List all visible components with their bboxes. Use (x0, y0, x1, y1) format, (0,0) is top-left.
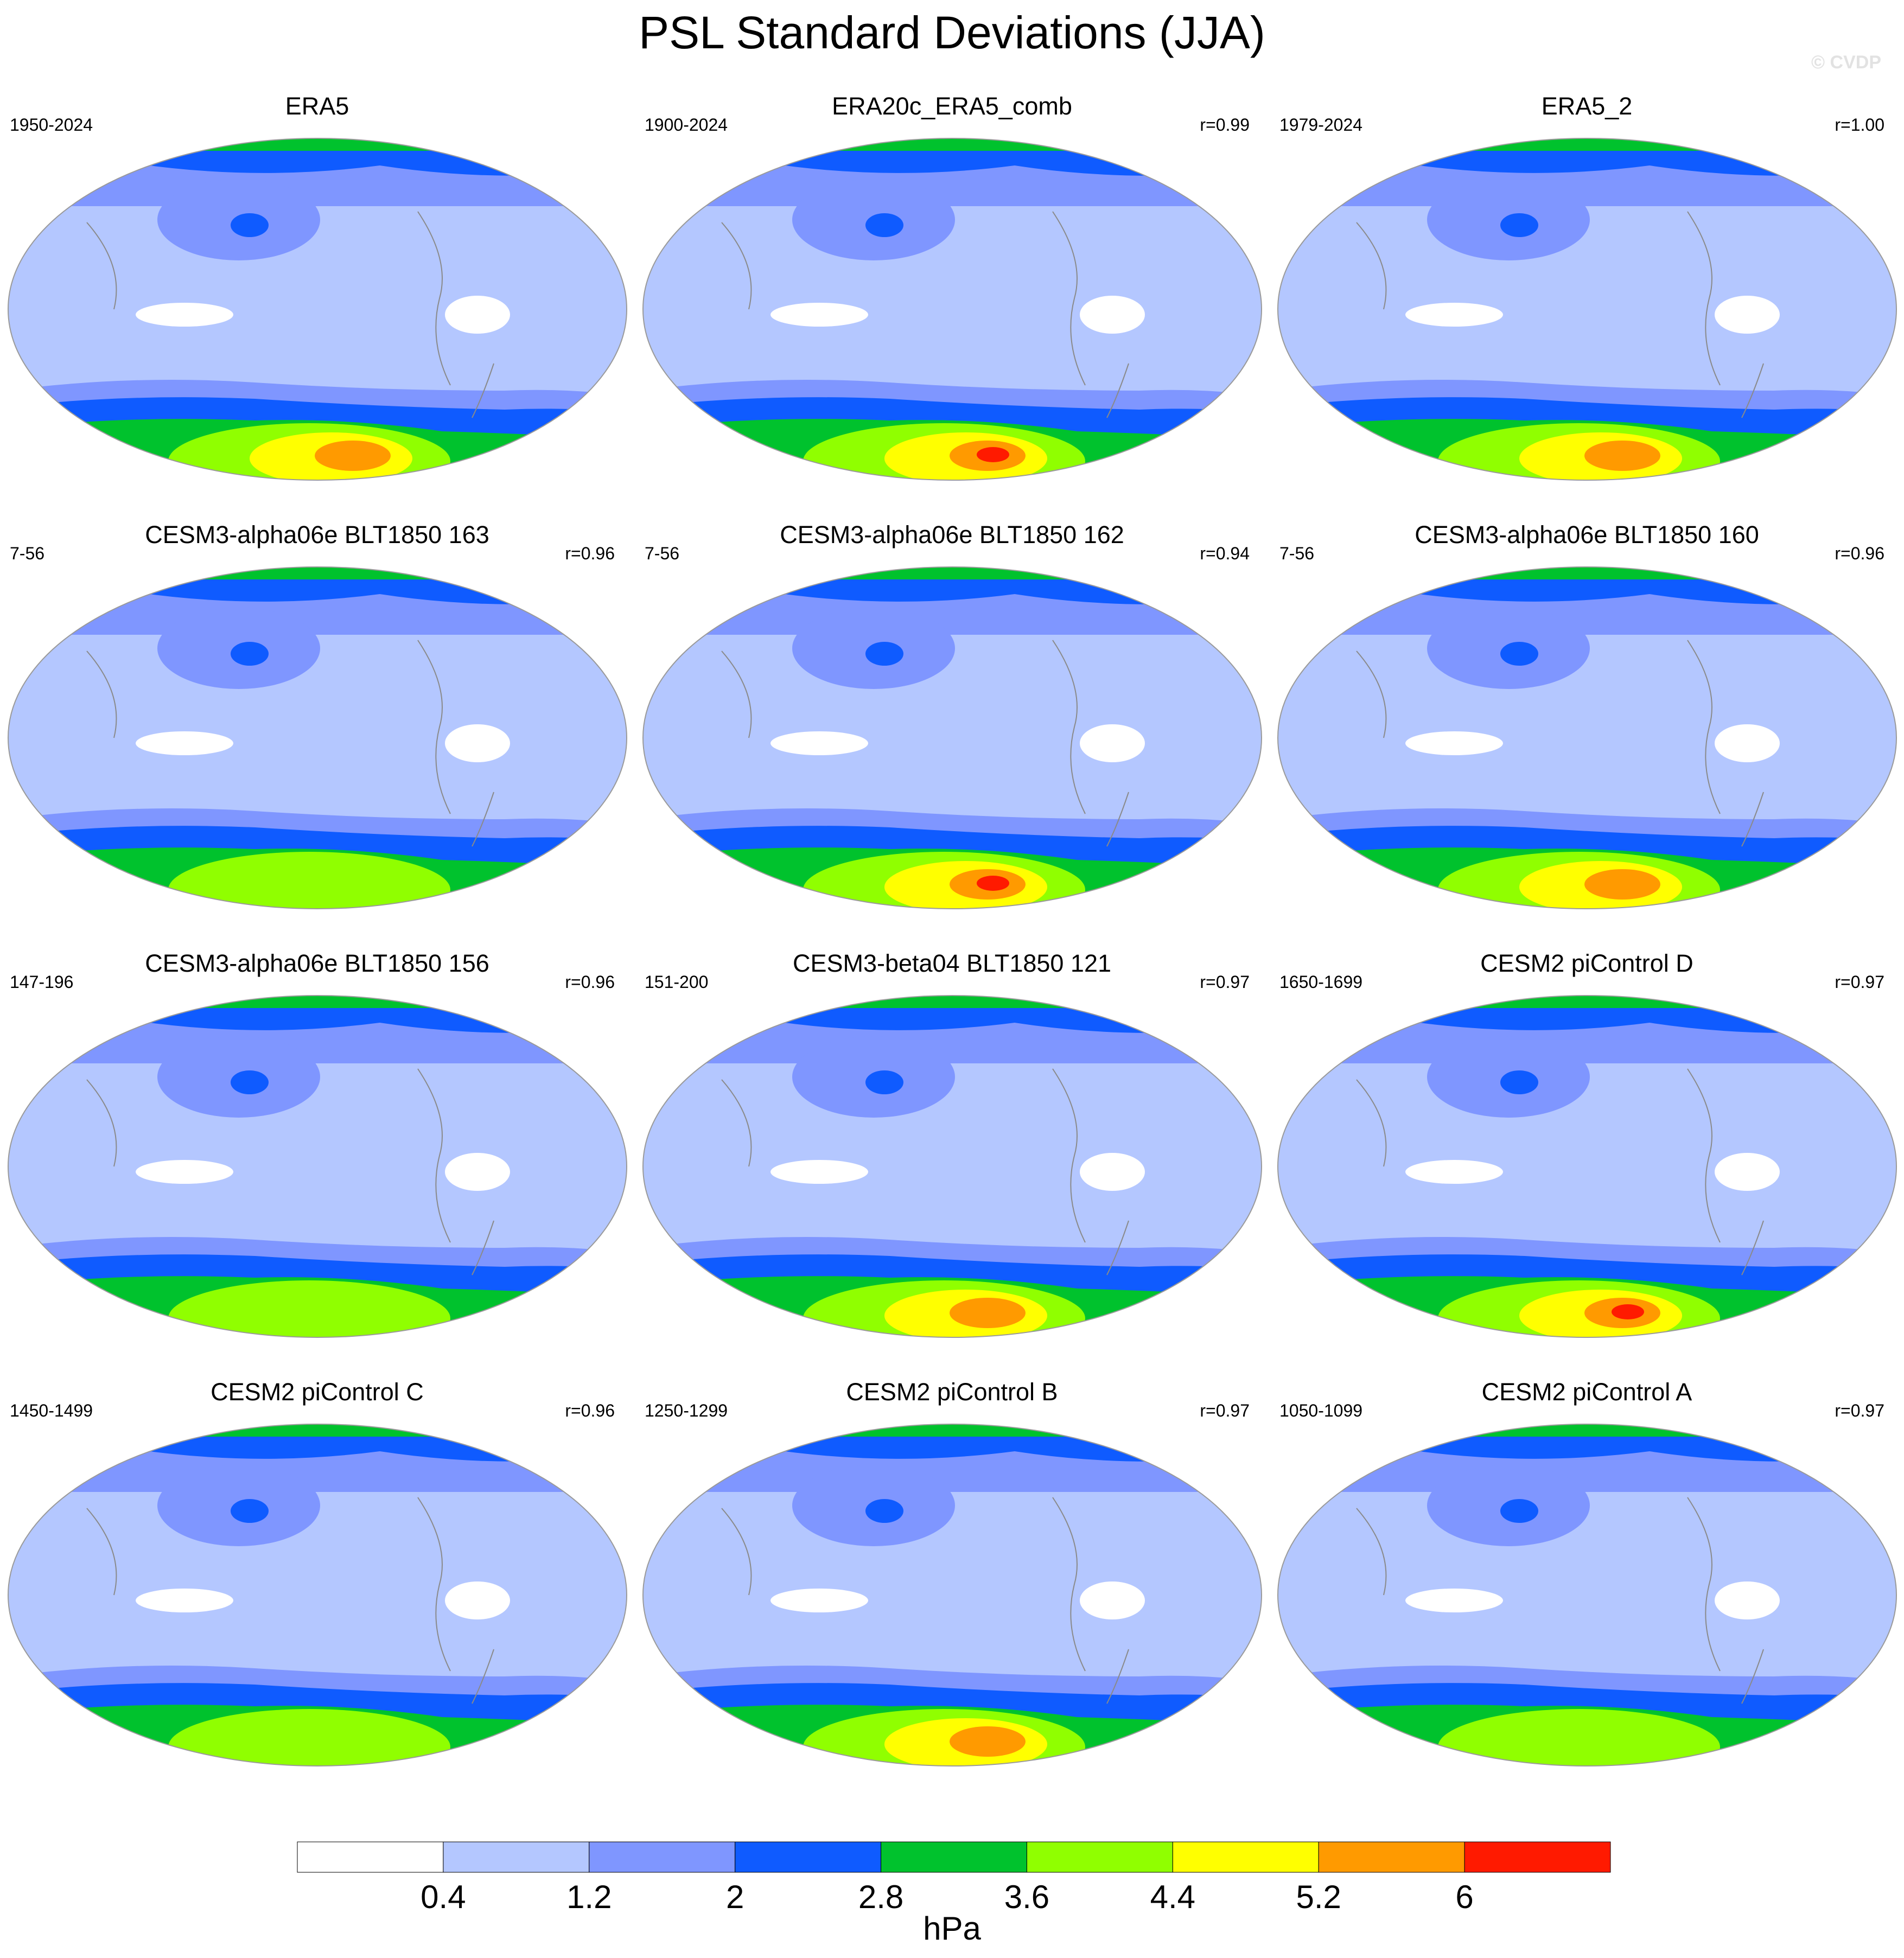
panel-title: CESM3-alpha06e BLT1850 160 (1415, 521, 1759, 549)
robinson-map (1277, 995, 1897, 1338)
robinson-map (642, 566, 1262, 909)
panel-years: 1979-2024 (1279, 115, 1363, 135)
colorbar-swatch (735, 1841, 882, 1873)
colorbar-swatch (1172, 1841, 1319, 1873)
map-panel: ERA20c_ERA5_comb 1900-2024 r=0.99 (635, 92, 1269, 521)
panel-years: 1250-1299 (645, 1401, 728, 1420)
map-panel: CESM2 piControl B 1250-1299 r=0.97 (635, 1378, 1269, 1807)
panel-years: 1050-1099 (1279, 1401, 1363, 1420)
panel-title: ERA5_2 (1541, 92, 1633, 120)
panel-title: CESM2 piControl A (1481, 1378, 1692, 1406)
map-panel: ERA5 1950-2024 (0, 92, 634, 521)
robinson-map (8, 138, 627, 481)
panel-years: 151-200 (645, 972, 709, 992)
panel-title: ERA20c_ERA5_comb (832, 92, 1072, 120)
panel-years: 1950-2024 (10, 115, 93, 135)
panel-years: 7-56 (645, 544, 680, 563)
panel-title: CESM3-alpha06e BLT1850 162 (780, 521, 1124, 549)
map-panel: ERA5_2 1979-2024 r=1.00 (1270, 92, 1904, 521)
panel-correlation: r=0.97 (1835, 1401, 1884, 1420)
panel-title: CESM2 piControl B (846, 1378, 1058, 1406)
panel-correlation: r=0.94 (1200, 544, 1250, 563)
colorbar-swatch (1026, 1841, 1173, 1873)
panel-correlation: r=0.97 (1835, 972, 1884, 992)
robinson-map (642, 995, 1262, 1338)
robinson-map (1277, 138, 1897, 481)
colorbar-swatch (589, 1841, 736, 1873)
copyright-label: © CVDP (1811, 52, 1881, 73)
robinson-map (8, 1424, 627, 1766)
panel-years: 1900-2024 (645, 115, 728, 135)
colorbar-swatch (1464, 1841, 1611, 1873)
panel-title: CESM3-beta04 BLT1850 121 (792, 949, 1112, 977)
panel-years: 7-56 (10, 544, 45, 563)
panel-years: 1650-1699 (1279, 972, 1363, 992)
map-panel: CESM3-alpha06e BLT1850 162 7-56 r=0.94 (635, 521, 1269, 949)
panel-correlation: r=0.96 (565, 972, 615, 992)
panel-correlation: r=0.99 (1200, 115, 1250, 135)
panel-title: CESM3-alpha06e BLT1850 163 (145, 521, 489, 549)
robinson-map (1277, 1424, 1897, 1766)
map-panel: CESM3-alpha06e BLT1850 163 7-56 r=0.96 (0, 521, 634, 949)
panel-years: 1450-1499 (10, 1401, 93, 1420)
panel-title: ERA5 (285, 92, 349, 120)
colorbar-unit-label: hPa (923, 1910, 981, 1947)
map-panel: CESM3-alpha06e BLT1850 160 7-56 r=0.96 (1270, 521, 1904, 949)
map-panel: CESM3-alpha06e BLT1850 156 147-196 r=0.96 (0, 949, 634, 1378)
panel-correlation: r=0.97 (1200, 972, 1250, 992)
panel-correlation: r=0.96 (565, 544, 615, 563)
map-panel: CESM2 piControl A 1050-1099 r=0.97 (1270, 1378, 1904, 1807)
map-panel: CESM3-beta04 BLT1850 121 151-200 r=0.97 (635, 949, 1269, 1378)
figure-title: PSL Standard Deviations (JJA) (639, 7, 1265, 58)
panel-title: CESM2 piControl D (1480, 949, 1693, 977)
panel-correlation: r=0.96 (1835, 544, 1884, 563)
panel-years: 7-56 (1279, 544, 1315, 563)
panel-title: CESM2 piControl C (211, 1378, 424, 1406)
colorbar-swatch (881, 1841, 1027, 1873)
robinson-map (8, 566, 627, 909)
panel-title: CESM3-alpha06e BLT1850 156 (145, 949, 489, 977)
robinson-map (1277, 566, 1897, 909)
colorbar-swatch (297, 1841, 444, 1873)
panel-correlation: r=1.00 (1835, 115, 1884, 135)
map-panel: CESM2 piControl D 1650-1699 r=0.97 (1270, 949, 1904, 1378)
colorbar-swatch (443, 1841, 590, 1873)
map-panel: CESM2 piControl C 1450-1499 r=0.96 (0, 1378, 634, 1807)
robinson-map (8, 995, 627, 1338)
panel-years: 147-196 (10, 972, 74, 992)
robinson-map (642, 1424, 1262, 1766)
colorbar-swatch (1318, 1841, 1465, 1873)
panel-correlation: r=0.97 (1200, 1401, 1250, 1420)
robinson-map (642, 138, 1262, 481)
panel-correlation: r=0.96 (565, 1401, 615, 1420)
